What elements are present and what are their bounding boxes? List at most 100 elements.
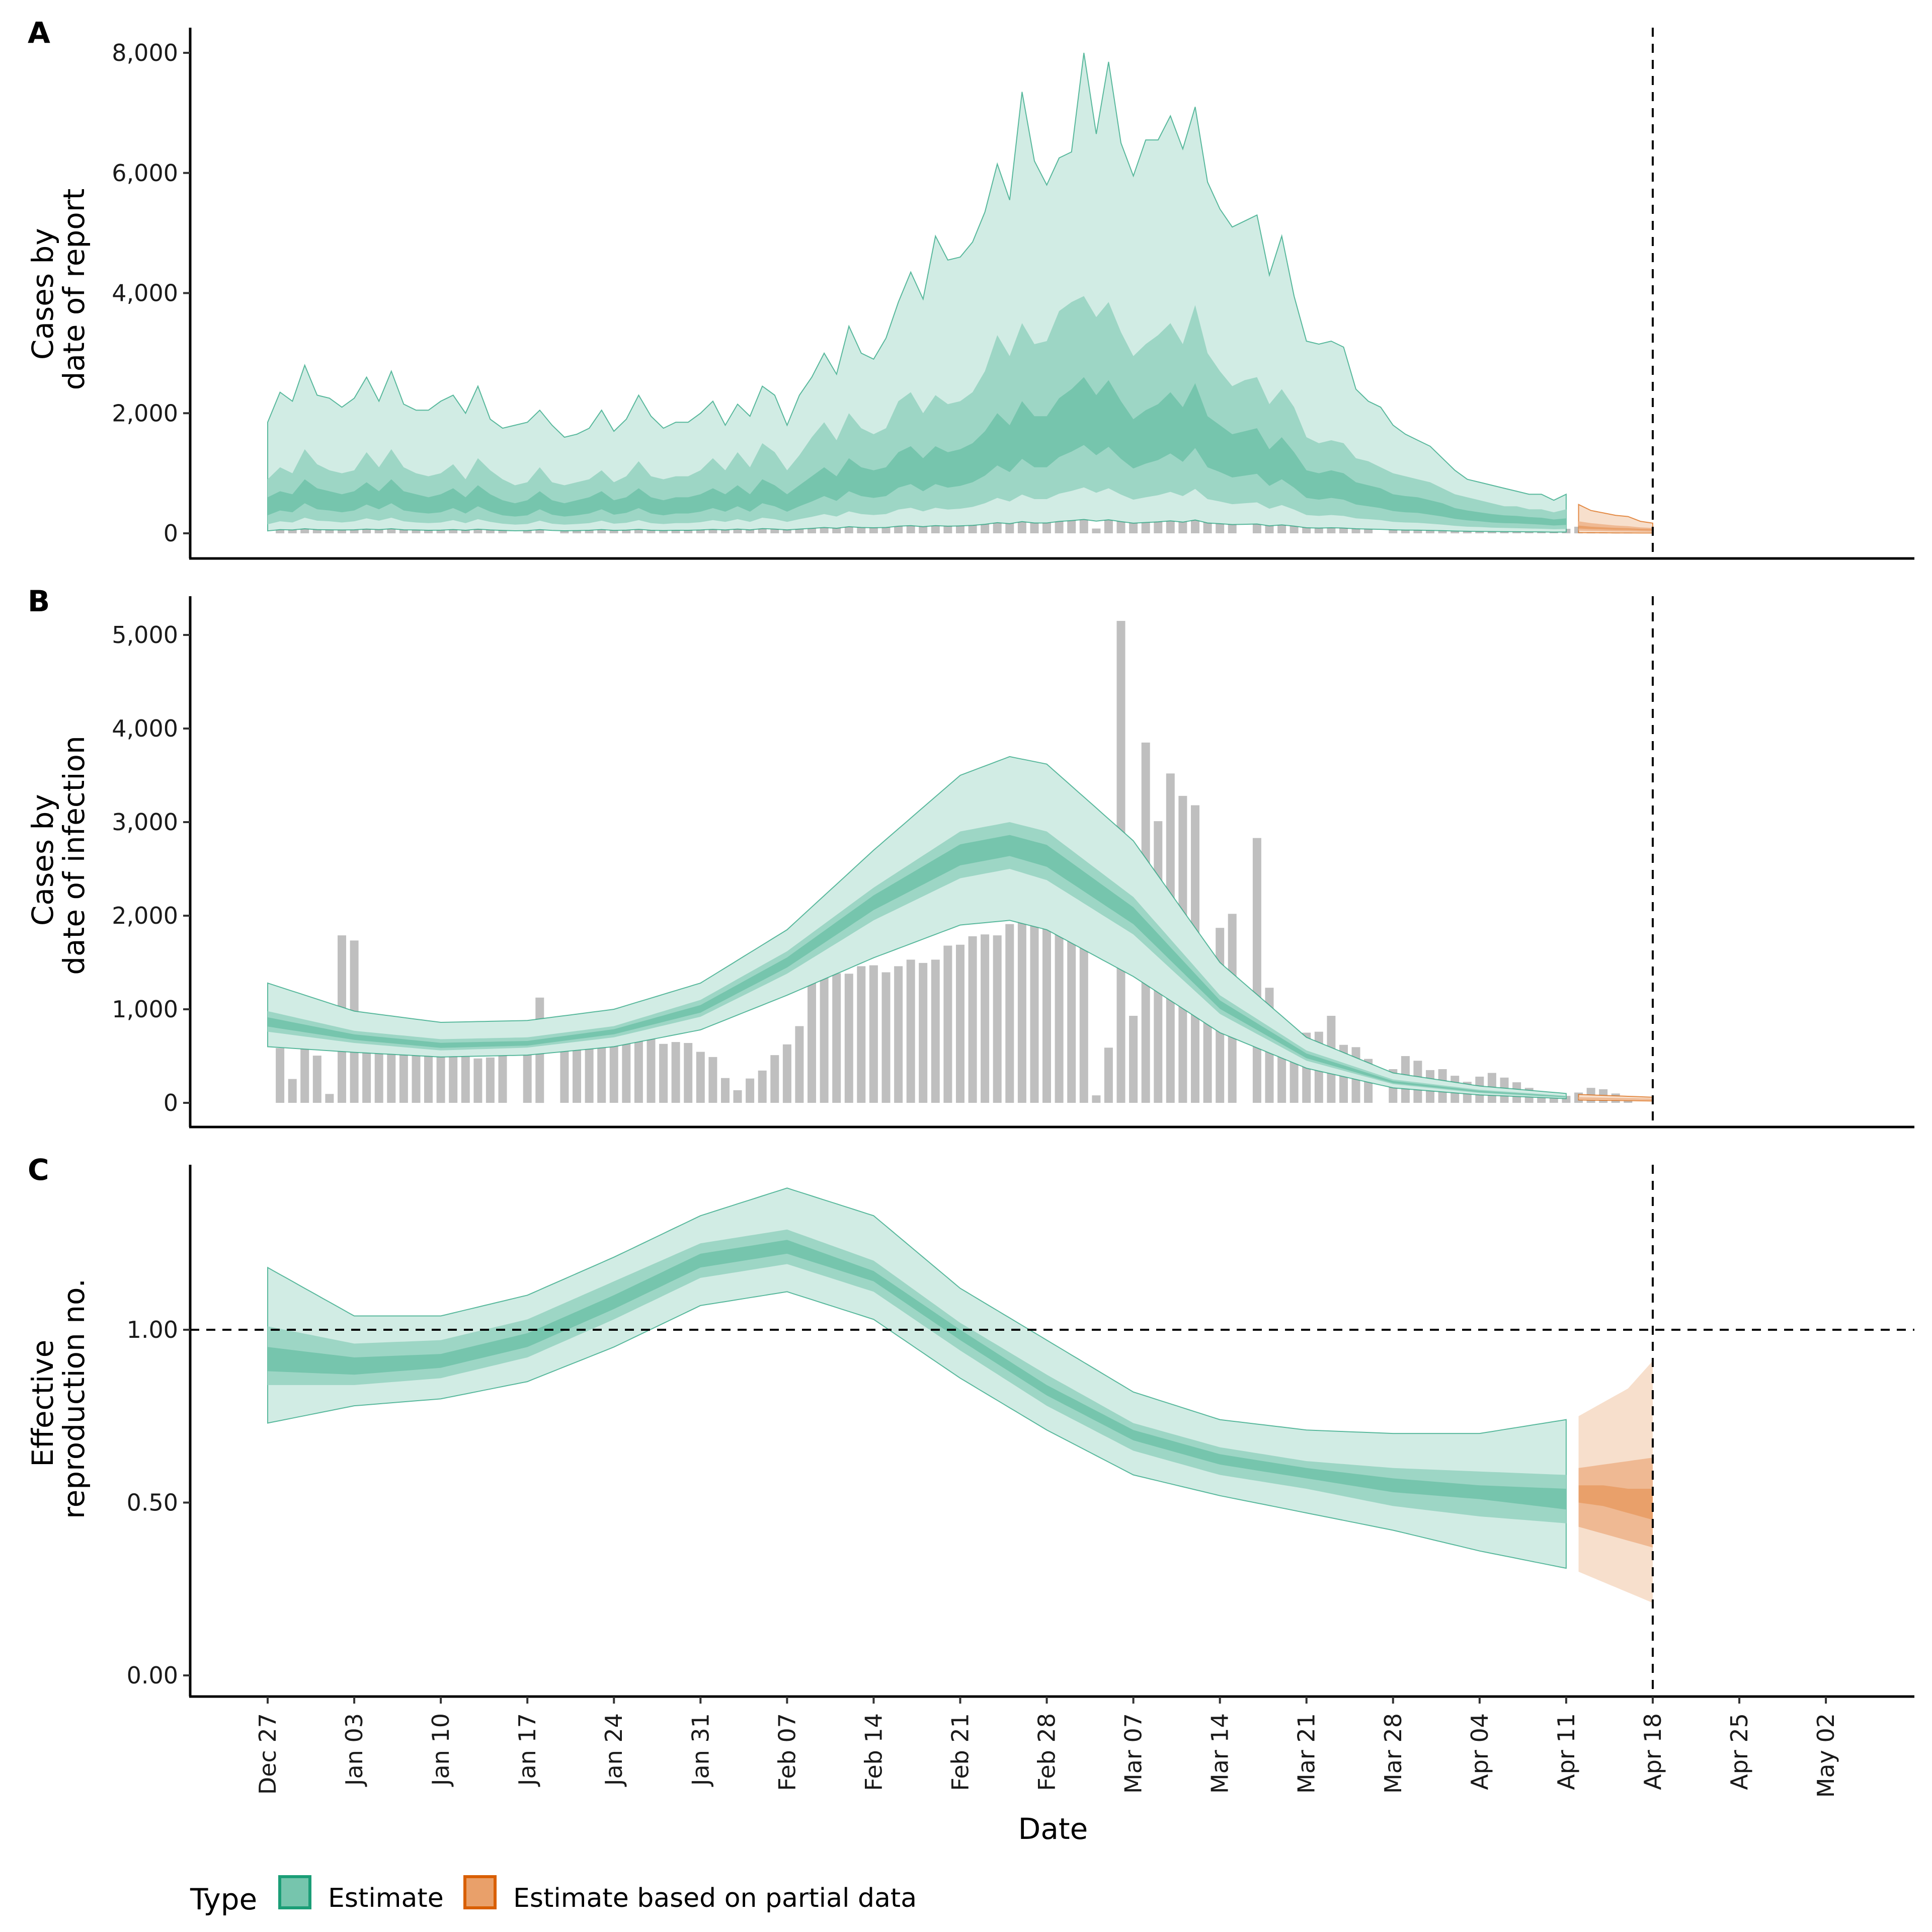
bar-b bbox=[449, 1056, 458, 1103]
bar-b bbox=[684, 1043, 693, 1103]
x-tick-label: Mar 28 bbox=[1380, 1713, 1407, 1794]
panel-a-ylabel-line2: date of report bbox=[57, 189, 91, 390]
bar-b bbox=[436, 1049, 445, 1103]
bar-b bbox=[844, 974, 853, 1103]
y-tick-label: 2,000 bbox=[112, 399, 178, 427]
estimate-band-20 bbox=[268, 835, 1566, 1097]
y-tick-label: 0 bbox=[164, 1089, 178, 1116]
bar-b bbox=[1055, 887, 1064, 1103]
x-tick-label: Jan 17 bbox=[514, 1713, 541, 1787]
x-tick-label: Jan 24 bbox=[600, 1713, 627, 1787]
partial-band-20 bbox=[1578, 525, 1653, 531]
bar-b bbox=[473, 1058, 482, 1103]
x-tick-label: Feb 21 bbox=[946, 1713, 974, 1791]
bar-b bbox=[634, 1037, 643, 1103]
x-tick-label: May 02 bbox=[1812, 1713, 1839, 1798]
bar-b bbox=[597, 1033, 606, 1103]
y-tick-label: 6,000 bbox=[112, 159, 178, 187]
bar-b bbox=[981, 934, 990, 1103]
legend-label-partial: Estimate based on partial data bbox=[513, 1883, 917, 1913]
y-tick-label: 1.00 bbox=[127, 1316, 178, 1343]
x-tick-label: Apr 04 bbox=[1466, 1713, 1493, 1790]
legend-title: Type bbox=[190, 1882, 257, 1916]
estimate-band-20 bbox=[268, 377, 1566, 526]
panel-c-ylabel: Effective reproduction no. bbox=[26, 1278, 91, 1519]
legend-swatch-estimate bbox=[278, 1875, 311, 1909]
panel-c-tag: C bbox=[28, 1153, 49, 1187]
y-tick-label: 0 bbox=[164, 520, 178, 547]
bar-b bbox=[362, 1048, 371, 1103]
bar-b bbox=[288, 1079, 297, 1103]
panel-c: C Effective reproduction no. 0.00 0.50 1.0… bbox=[26, 1153, 1914, 1798]
bar-b bbox=[758, 1070, 767, 1103]
panel-b-plot-area bbox=[267, 596, 1654, 1127]
bar-b bbox=[647, 1038, 656, 1103]
bar-b bbox=[1104, 1048, 1113, 1103]
legend-label-estimate: Estimate bbox=[328, 1883, 444, 1913]
bar-b bbox=[795, 1026, 804, 1103]
panel-c-ylabel-line1: Effective bbox=[26, 1340, 60, 1467]
partial-band-20 bbox=[1578, 1485, 1653, 1520]
bar-b bbox=[609, 1035, 618, 1103]
x-tick-label: Mar 07 bbox=[1120, 1713, 1147, 1794]
y-tick-label: 8,000 bbox=[112, 39, 178, 66]
panel-c-ylabel-line2: reproduction no. bbox=[57, 1278, 91, 1519]
bar-b bbox=[770, 1055, 779, 1103]
bar-b bbox=[1005, 924, 1014, 1103]
bar-b bbox=[943, 945, 952, 1103]
x-axis-ticks: Dec 27 Jan 03 Jan 10 Jan 17 Jan 24 Jan 31 Feb … bbox=[254, 1697, 1839, 1798]
x-tick-label: Jan 10 bbox=[427, 1713, 454, 1787]
bar-b bbox=[721, 1078, 730, 1103]
panel-b: B Cases by date of infection 0 1,000 2,000… bbox=[26, 584, 1914, 1129]
bar-b bbox=[671, 1042, 680, 1103]
bar-b bbox=[312, 1056, 321, 1103]
x-tick-label: Jan 03 bbox=[341, 1713, 368, 1787]
panel-b-ylabel-line2: date of infection bbox=[57, 736, 91, 975]
bar-b bbox=[1017, 915, 1026, 1103]
panel-a: A Cases by date of report 0 2,000 4,000 6,0… bbox=[26, 16, 1914, 560]
y-tick-label: 4,000 bbox=[112, 715, 178, 742]
legend: Type Estimate Estimate based on partial … bbox=[190, 1875, 917, 1916]
partial-band-50 bbox=[1578, 1097, 1653, 1100]
x-tick-label: Mar 21 bbox=[1293, 1713, 1320, 1794]
x-tick-label: Mar 14 bbox=[1206, 1713, 1234, 1794]
y-tick-label: 3,000 bbox=[112, 809, 178, 836]
bar-b bbox=[968, 936, 977, 1103]
y-tick-label: 5,000 bbox=[112, 621, 178, 649]
bar-b bbox=[733, 1090, 742, 1103]
x-tick-label: Apr 25 bbox=[1726, 1713, 1753, 1790]
bar-b bbox=[708, 1057, 717, 1103]
bar-b bbox=[808, 982, 816, 1103]
legend-swatch-partial bbox=[463, 1875, 497, 1909]
bar-b bbox=[276, 1048, 285, 1103]
bar-a bbox=[325, 527, 334, 533]
x-tick-label: Jan 31 bbox=[687, 1713, 714, 1787]
panel-a-ylabel-line1: Cases by bbox=[26, 228, 60, 360]
bar-b bbox=[1129, 1016, 1138, 1103]
bar-b bbox=[869, 965, 878, 1103]
bar-b bbox=[956, 944, 964, 1103]
bar-b bbox=[820, 976, 829, 1103]
bar-b bbox=[931, 959, 940, 1103]
panel-c-axes: 0.00 0.50 1.00 bbox=[127, 1165, 1914, 1698]
x-tick-label: Feb 28 bbox=[1033, 1713, 1061, 1791]
estimate-band-50 bbox=[268, 1229, 1566, 1523]
bar-b bbox=[1030, 907, 1039, 1103]
x-tick-label: Feb 07 bbox=[773, 1713, 800, 1791]
bar-b bbox=[906, 959, 915, 1103]
panel-a-axes: 0 2,000 4,000 6,000 8,000 bbox=[112, 28, 1914, 560]
bar-a bbox=[1092, 528, 1101, 533]
panel-b-ylabel-line1: Cases by bbox=[26, 794, 60, 926]
bar-b bbox=[857, 966, 866, 1103]
bar-b bbox=[894, 966, 903, 1103]
y-tick-label: 2,000 bbox=[112, 902, 178, 929]
bar-b bbox=[1252, 838, 1261, 1103]
bar-b bbox=[461, 1056, 470, 1103]
y-tick-label: 0.00 bbox=[127, 1662, 178, 1689]
y-tick-label: 1,000 bbox=[112, 996, 178, 1023]
bar-b bbox=[832, 973, 841, 1103]
bar-b bbox=[325, 1094, 334, 1103]
x-axis-title: Date bbox=[1018, 1812, 1088, 1846]
panel-c-plot-area bbox=[190, 1165, 1914, 1697]
